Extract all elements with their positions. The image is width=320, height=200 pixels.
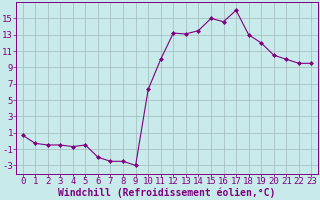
X-axis label: Windchill (Refroidissement éolien,°C): Windchill (Refroidissement éolien,°C) [58,187,276,198]
